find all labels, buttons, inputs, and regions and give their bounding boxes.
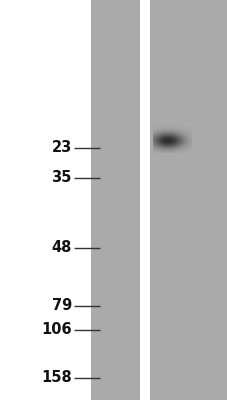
Text: 79: 79 bbox=[51, 298, 72, 314]
Bar bbox=[140, 0, 150, 400]
Text: 35: 35 bbox=[51, 170, 72, 186]
Text: 23: 23 bbox=[51, 140, 72, 156]
Bar bbox=[91, 0, 140, 400]
Bar bbox=[150, 0, 227, 400]
Text: 158: 158 bbox=[41, 370, 72, 386]
Text: 106: 106 bbox=[41, 322, 72, 338]
Text: 48: 48 bbox=[51, 240, 72, 256]
